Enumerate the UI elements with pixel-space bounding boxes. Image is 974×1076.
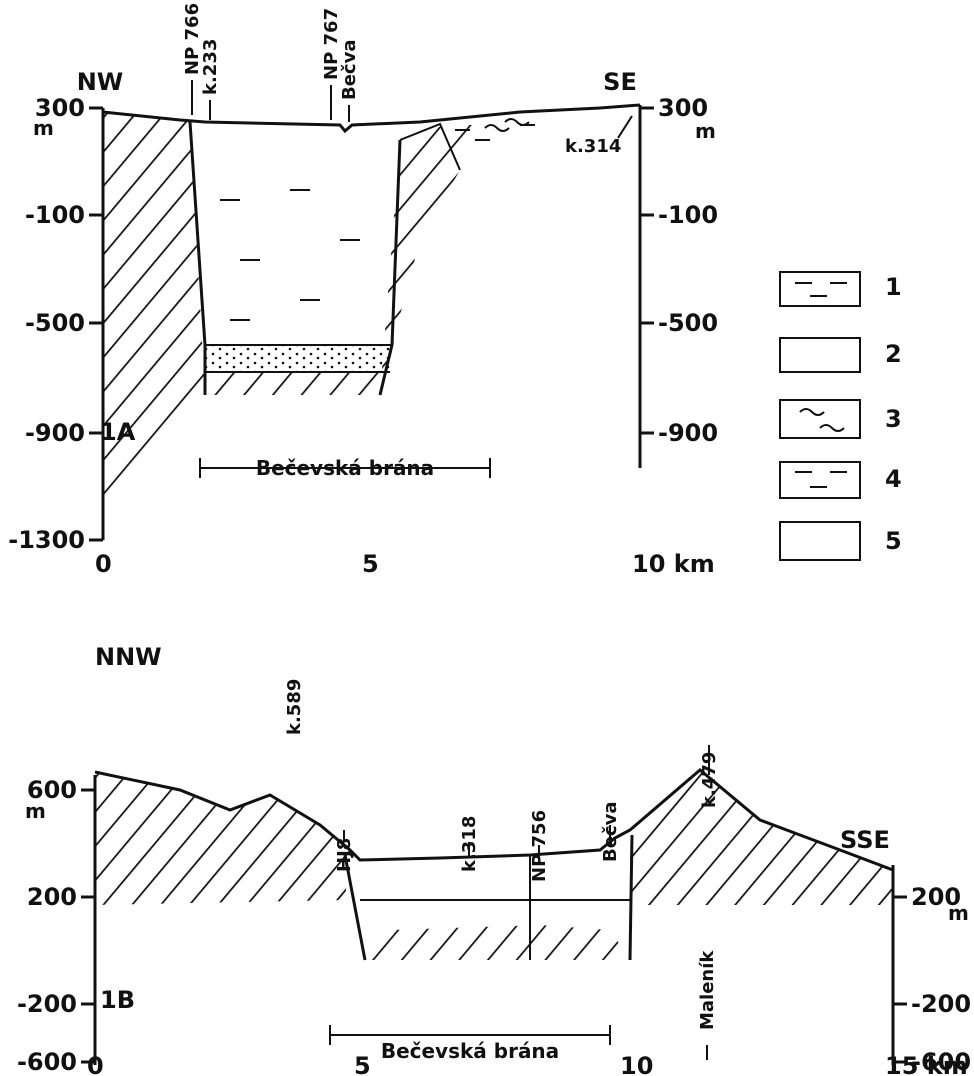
profile-label: 1A [100,418,136,446]
gate-label: Bečevská brána [381,1039,559,1063]
legend-label: 1 [885,273,902,301]
tick-label: -900 [658,419,718,447]
direction-left: NNW [95,643,162,671]
river-label: Bečva [339,40,360,100]
legend-label: 5 [885,527,902,555]
legend-label: 2 [885,340,902,368]
tick-label: -100 [658,201,718,229]
legend-label: 4 [885,465,902,493]
elevation-label: k.314 [565,136,621,157]
tick-label: -200 [17,990,77,1018]
direction-right: SE [603,68,637,96]
tick-label: -100 [25,201,85,229]
well-label: HJ8 [334,838,355,872]
x-tick-label: 5 [354,1052,371,1076]
x-tick-label: 15 km [885,1052,968,1076]
tick-label: -600 [17,1048,77,1076]
x-tick-label: 0 [87,1052,104,1076]
unit-label: m [695,119,716,143]
peak-label: Maleník [697,950,718,1030]
unit-label: m [948,901,969,925]
x-tick-label: 0 [95,550,112,578]
tick-label: -1300 [8,526,85,554]
gate-label: Bečevská brána [256,456,434,480]
x-tick-label: 10 km [632,550,715,578]
tick-label: -500 [658,309,718,337]
tick-label: 300 [658,94,708,122]
tick-label: -500 [25,309,85,337]
tick-label: 200 [27,883,77,911]
figure: 300-100-500-900-1300m300-100-500-900m051… [0,0,974,1076]
legend-label: 3 [885,405,902,433]
legend: 1 2 3 4 5 [780,272,902,560]
page: {"profile_1a":{"label":"1A","left_direct… [0,0,974,1076]
elevation-label: k.233 [200,39,221,95]
tick-label: -200 [911,990,971,1018]
unit-label: m [33,116,54,140]
tick-label: -900 [25,419,85,447]
elevation-label: k.589 [284,679,305,735]
profile-label: 1B [100,986,135,1014]
x-tick-label: 5 [362,550,379,578]
direction-left: NW [77,68,124,96]
direction-right: SSE [840,826,890,854]
x-tick-label: 10 [620,1052,653,1076]
unit-label: m [25,799,46,823]
